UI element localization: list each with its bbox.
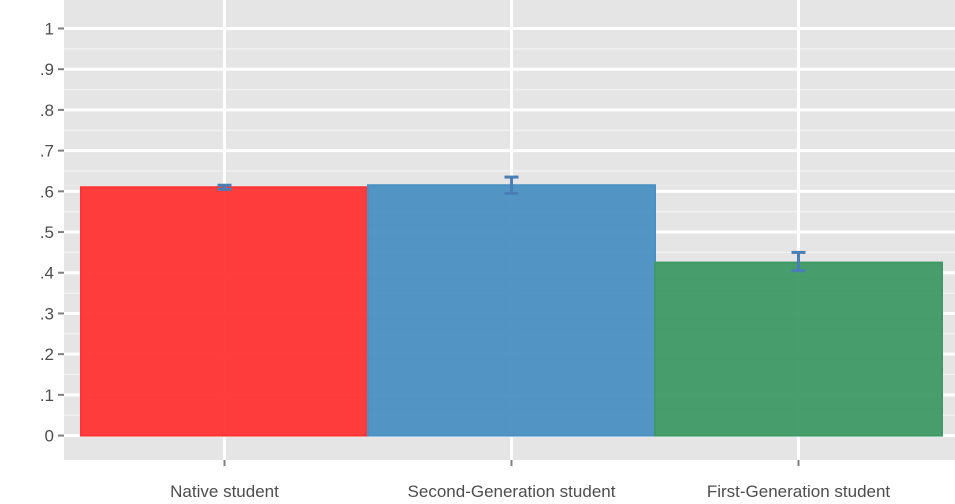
bar-1 — [80, 186, 369, 437]
y-tick-label: .2 — [40, 345, 54, 364]
y-tick-label: .6 — [40, 182, 54, 201]
x-tick-label: Native student — [170, 482, 279, 501]
x-tick-label: Second-Generation student — [408, 482, 616, 501]
y-tick-label: .4 — [40, 264, 54, 283]
y-tick-label: 1 — [45, 19, 54, 38]
y-axis: 0 .1 .2 .3 .4 .5 .6 .7 .8 .9 1 — [40, 19, 64, 446]
y-tick-label: .3 — [40, 304, 54, 323]
bar-3 — [654, 261, 943, 437]
bar-2 — [367, 184, 656, 437]
y-tick-label: .7 — [40, 142, 54, 161]
y-tick-label: .9 — [40, 60, 54, 79]
y-tick-label: .8 — [40, 101, 54, 120]
x-tick-label: First-Generation student — [707, 482, 891, 501]
x-axis: Native student Second-Generation student F… — [170, 460, 890, 501]
y-tick-label: 0 — [45, 427, 54, 446]
y-tick-label: .5 — [40, 223, 54, 242]
bars — [80, 184, 943, 437]
y-tick-label: .1 — [40, 386, 54, 405]
error-bars — [217, 175, 806, 273]
